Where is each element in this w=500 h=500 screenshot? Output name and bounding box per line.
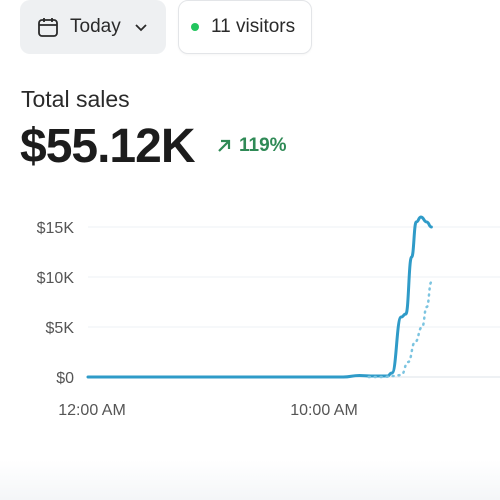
arrow-up-right-icon — [218, 139, 231, 152]
total-sales-value: $55.12K — [20, 120, 195, 173]
y-tick-label: $0 — [56, 370, 74, 387]
sales-change-badge: 119% — [215, 135, 287, 157]
live-status-dot — [191, 23, 199, 31]
y-axis-ticks: $0 $5K $10K $15K — [37, 220, 75, 387]
sales-change-value: 119% — [239, 135, 287, 156]
chart-grid — [88, 226, 500, 378]
comparison-series-line — [367, 280, 433, 379]
chevron-down-icon — [135, 24, 147, 32]
date-filter-button[interactable]: Today — [20, 0, 166, 54]
sales-series-line — [86, 215, 433, 379]
calendar-icon — [38, 18, 58, 37]
date-filter-label: Today — [70, 16, 121, 37]
chart-series — [86, 215, 433, 379]
x-tick-label: 10:00 AM — [290, 402, 358, 419]
x-axis-ticks: 12:00 AM 10:00 AM — [58, 402, 358, 419]
y-tick-label: $5K — [46, 320, 75, 337]
y-tick-label: $15K — [37, 220, 75, 237]
visitors-label: 11 visitors — [211, 16, 296, 37]
visitors-badge[interactable]: 11 visitors — [178, 0, 312, 54]
y-tick-label: $10K — [37, 270, 75, 287]
bottom-fade — [0, 460, 500, 500]
total-sales-label: Total sales — [21, 86, 130, 112]
sales-chart: $0 $5K $10K $15K 12:00 AM 10:00 AM — [37, 215, 500, 419]
x-tick-label: 12:00 AM — [58, 402, 126, 419]
